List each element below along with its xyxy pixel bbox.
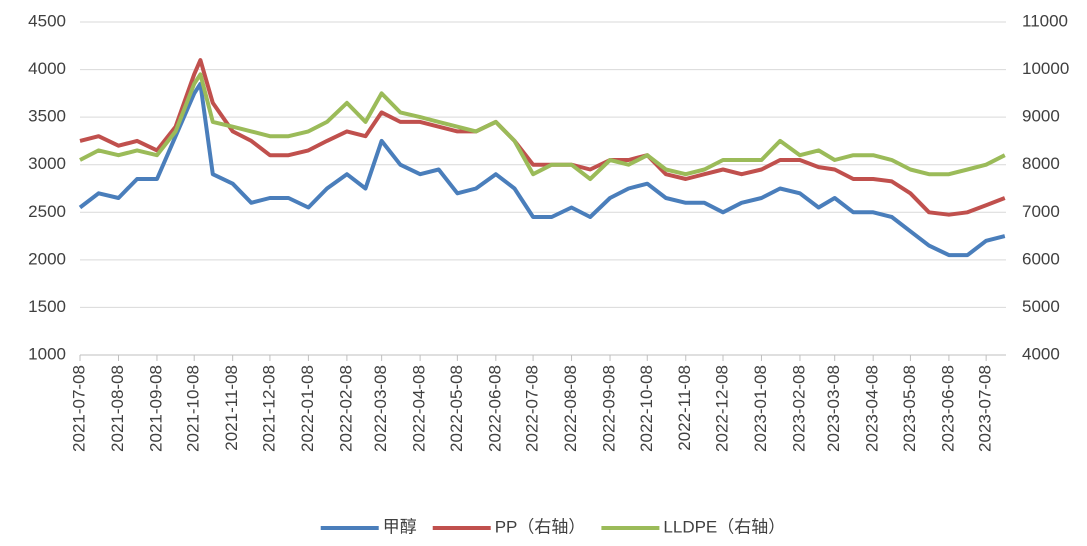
y-tick-label: 3500 [28, 107, 66, 126]
legend: 甲醇 PP（右轴） LLDPE（右轴） [320, 517, 785, 536]
x-tick-label: 2022-09-08 [600, 365, 619, 452]
y-tick-label: 2500 [28, 202, 66, 221]
x-tick-label: 2022-07-08 [523, 365, 542, 452]
x-tick-label: 2023-07-08 [976, 365, 995, 452]
x-tick-label: 2023-01-08 [751, 365, 770, 452]
y2-tick-label: 6000 [1022, 249, 1060, 268]
x-tick-label: 2022-12-08 [712, 365, 731, 452]
x-tick-label: 2023-04-08 [863, 365, 882, 452]
x-tick-label: 2021-10-08 [184, 365, 203, 452]
x-tick-label: 2021-08-08 [108, 365, 127, 452]
y2-tick-label: 4000 [1022, 344, 1060, 363]
y2-tick-label: 9000 [1022, 107, 1060, 126]
x-tick-label: 2022-04-08 [410, 365, 429, 452]
x-tick-label: 2021-07-08 [69, 365, 88, 452]
legend-label: PP（右轴） [495, 517, 586, 536]
series-line [79, 72, 1006, 181]
x-tick-label: 2022-02-08 [336, 365, 355, 452]
series-line [79, 58, 1006, 217]
y2-tick-label: 7000 [1022, 202, 1060, 221]
x-tick-label: 2022-03-08 [371, 365, 390, 452]
y-tick-label: 3000 [28, 154, 66, 173]
x-tick-label: 2023-06-08 [938, 365, 957, 452]
x-tick-label: 2021-09-08 [146, 365, 165, 452]
x-tick-label: 2021-12-08 [259, 365, 278, 452]
y2-tick-label: 8000 [1022, 154, 1060, 173]
x-tick-label: 2021-11-08 [222, 365, 241, 451]
series-line [78, 81, 1006, 258]
y2-tick-label: 11000 [1022, 11, 1068, 30]
y-tick-label: 2000 [28, 249, 66, 268]
y-tick-label: 1500 [28, 297, 66, 316]
y2-tick-label: 5000 [1022, 297, 1060, 316]
x-tick-label: 2022-10-08 [637, 365, 656, 452]
x-tick-label: 2022-08-08 [561, 365, 580, 452]
x-tick-label: 2022-01-08 [298, 365, 317, 452]
legend-label: LLDPE（右轴） [663, 517, 785, 536]
y-tick-label: 1000 [28, 344, 66, 363]
x-tick-label: 2022-11-08 [675, 365, 694, 451]
legend-label: 甲醇 [383, 517, 417, 536]
x-tick-label: 2023-02-08 [789, 365, 808, 452]
y-tick-label: 4500 [28, 11, 66, 30]
y2-tick-label: 10000 [1022, 59, 1069, 78]
x-tick-label: 2022-05-08 [447, 365, 466, 452]
x-tick-label: 2023-05-08 [900, 365, 919, 452]
y-tick-label: 4000 [28, 59, 66, 78]
x-tick-label: 2023-03-08 [824, 365, 843, 452]
x-tick-label: 2022-06-08 [485, 365, 504, 452]
